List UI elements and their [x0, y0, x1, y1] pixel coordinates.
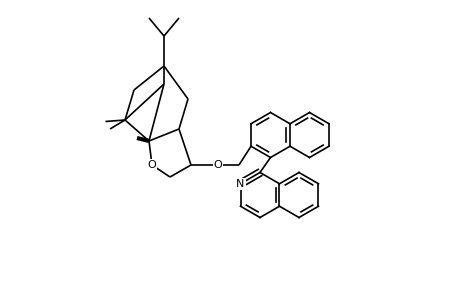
Text: O: O — [213, 160, 222, 170]
Text: O: O — [147, 160, 156, 170]
Text: N: N — [236, 179, 244, 189]
